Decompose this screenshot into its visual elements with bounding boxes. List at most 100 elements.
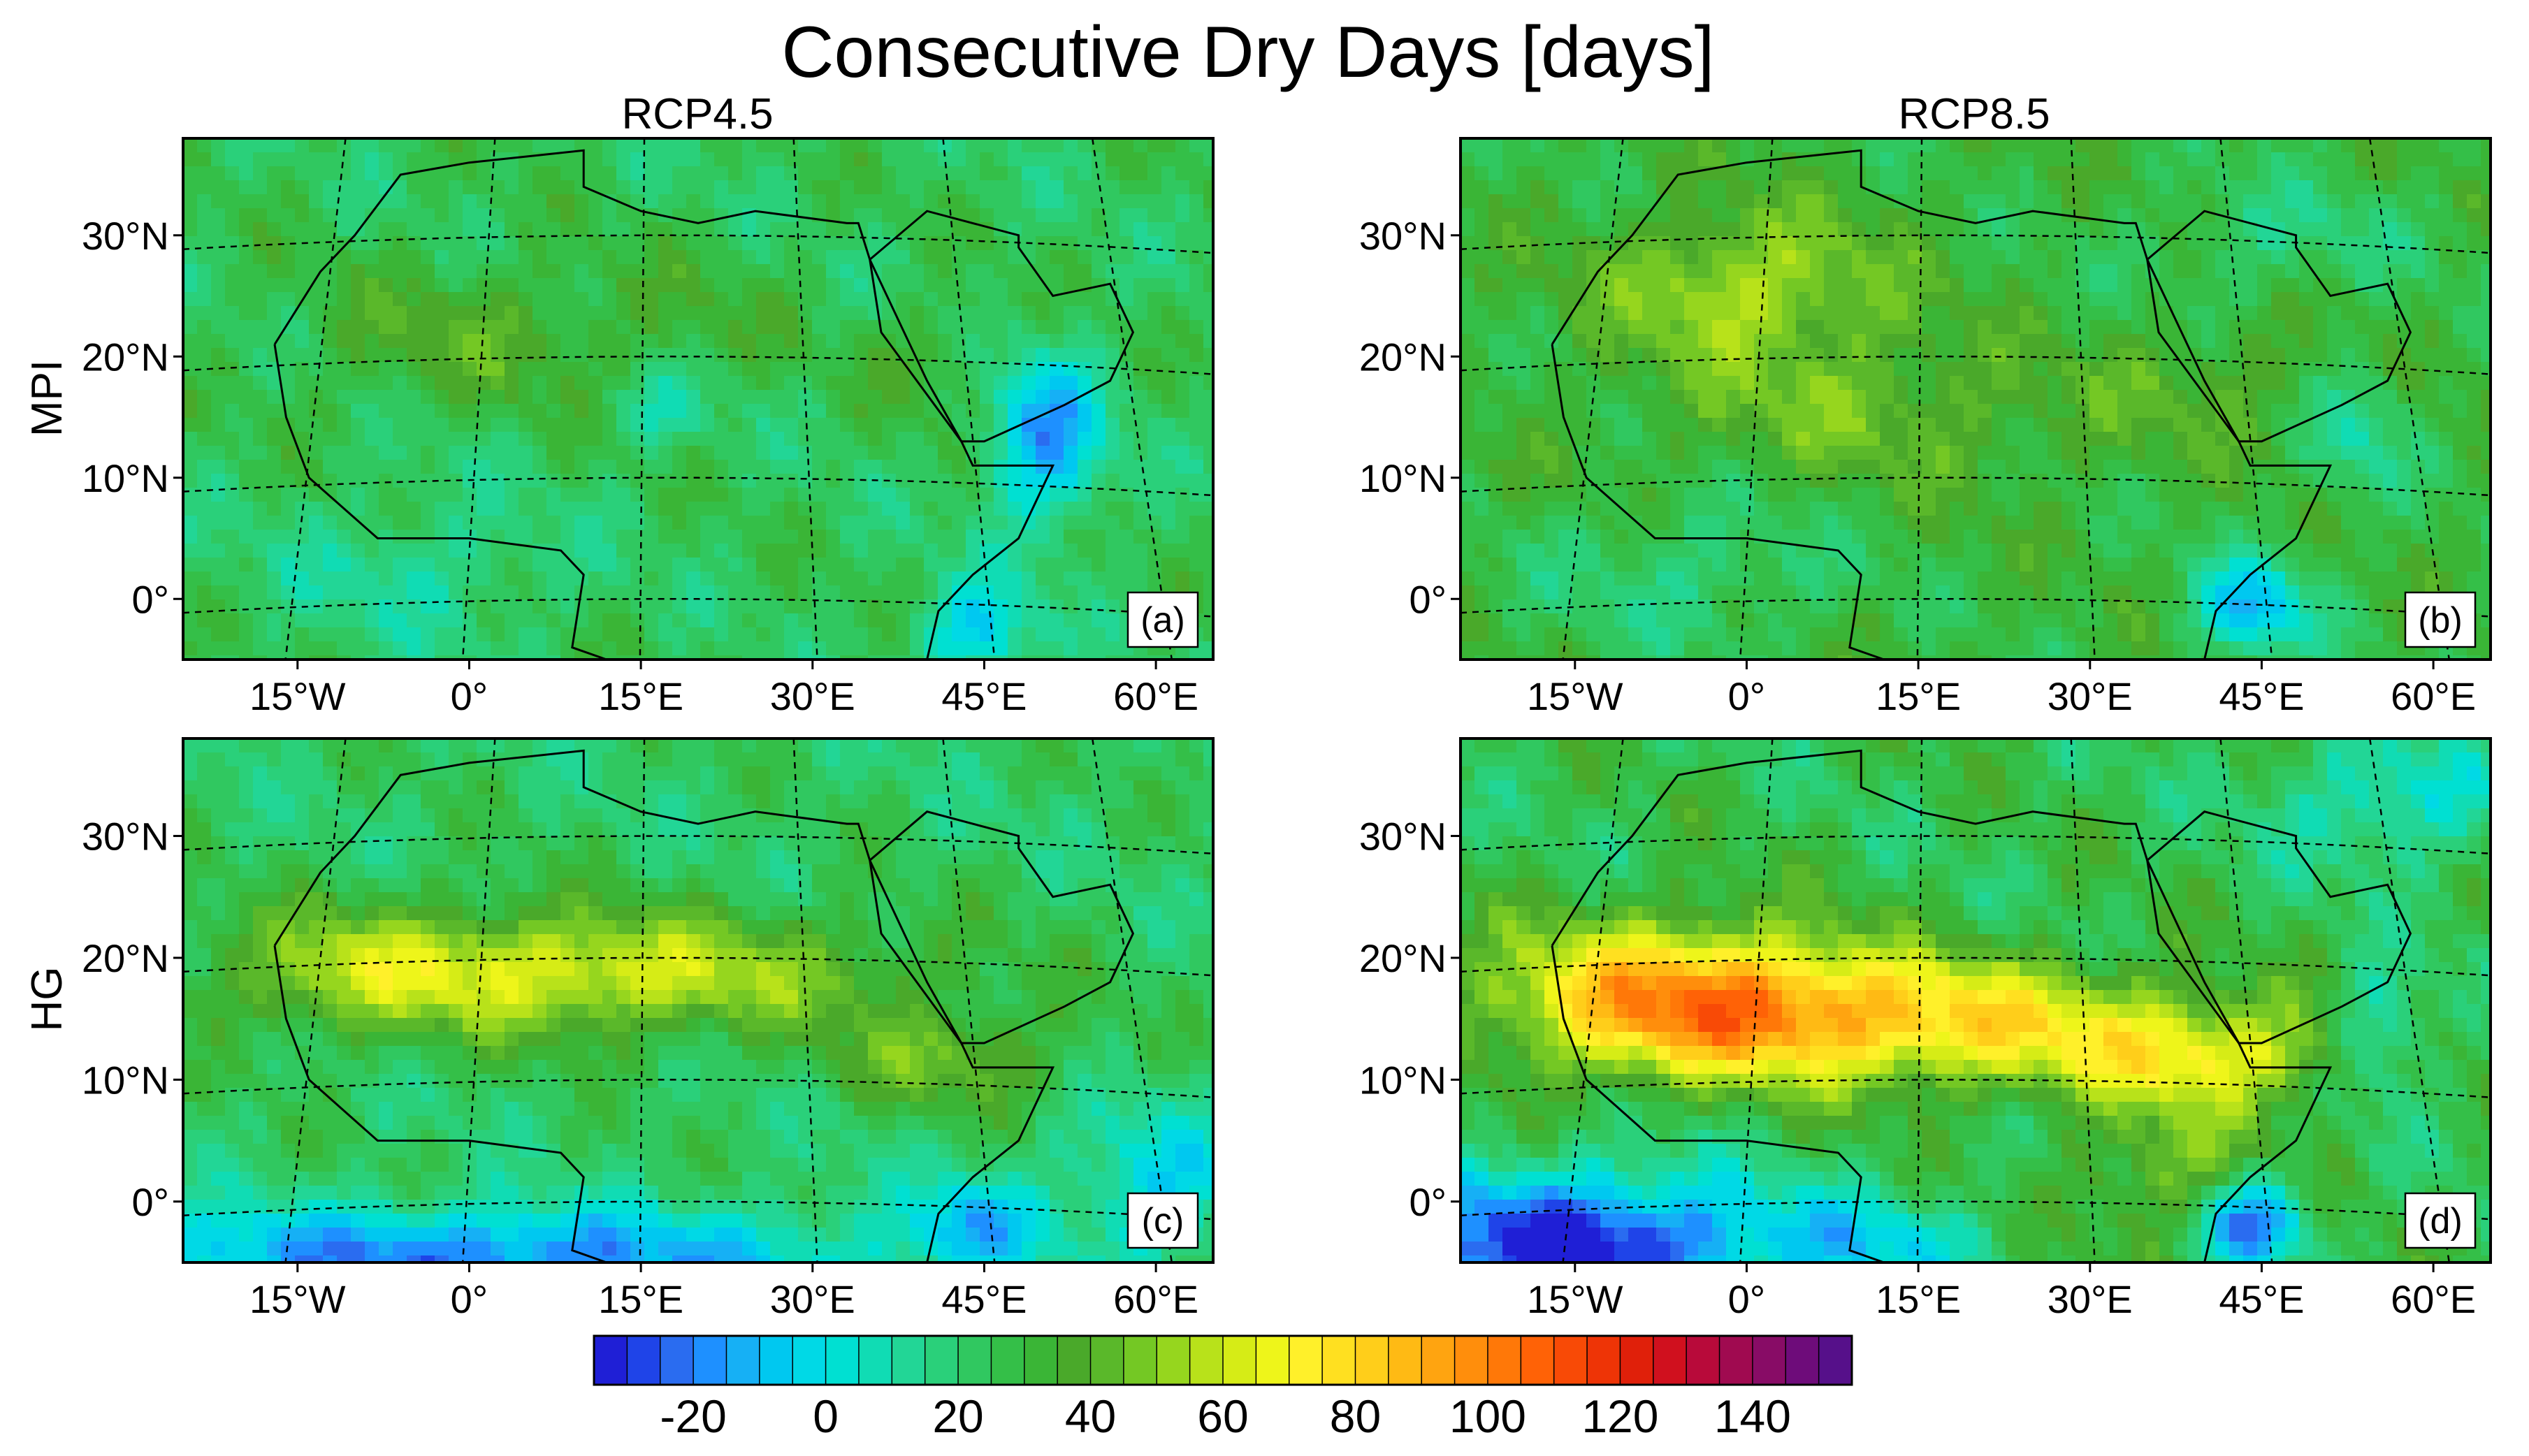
field-cell bbox=[1461, 208, 1475, 223]
field-cell bbox=[1880, 306, 1894, 321]
field-cell bbox=[2467, 194, 2481, 209]
field-cell bbox=[2327, 530, 2342, 544]
field-cell bbox=[630, 278, 645, 293]
field-cell bbox=[2481, 152, 2491, 167]
field-cell bbox=[2201, 432, 2216, 446]
field-cell bbox=[1600, 208, 1615, 223]
field-cell bbox=[854, 613, 869, 628]
field-cell bbox=[2201, 250, 2216, 265]
field-cell bbox=[2369, 390, 2384, 405]
field-cell bbox=[225, 641, 240, 656]
field-cell bbox=[1203, 250, 1213, 265]
field-cell bbox=[658, 194, 673, 209]
field-cell bbox=[644, 194, 659, 209]
field-cell bbox=[2453, 390, 2468, 405]
field-cell bbox=[770, 348, 785, 363]
field-cell bbox=[1474, 194, 1489, 209]
field-cell bbox=[1992, 152, 2006, 167]
field-cell bbox=[1712, 180, 1727, 195]
field-cell bbox=[980, 376, 994, 391]
field-cell bbox=[1516, 390, 1531, 405]
field-cell bbox=[2383, 166, 2398, 181]
field-cell bbox=[1050, 390, 1064, 405]
field-cell bbox=[630, 348, 645, 363]
field-cell bbox=[1119, 208, 1134, 223]
field-cell bbox=[924, 599, 939, 614]
field-cell bbox=[1119, 655, 1134, 660]
field-cell bbox=[756, 138, 771, 153]
field-cell bbox=[2453, 264, 2468, 279]
field-cell bbox=[1796, 530, 1811, 544]
field-cell bbox=[337, 362, 352, 377]
field-cell bbox=[2117, 418, 2132, 432]
field-cell bbox=[477, 446, 491, 460]
field-cell bbox=[1064, 474, 1078, 488]
field-cell bbox=[2187, 488, 2202, 502]
field-cell bbox=[435, 250, 449, 265]
field-cell bbox=[1838, 320, 1853, 335]
field-cell bbox=[770, 390, 785, 405]
field-cell bbox=[1092, 585, 1106, 600]
field-cell bbox=[924, 194, 939, 209]
field-cell bbox=[1050, 138, 1064, 153]
field-cell bbox=[2061, 418, 2076, 432]
field-cell bbox=[365, 627, 379, 642]
field-cell bbox=[491, 208, 505, 223]
field-cell bbox=[2201, 460, 2216, 474]
field-cell bbox=[365, 641, 379, 656]
field-cell bbox=[2271, 138, 2286, 153]
field-cell bbox=[840, 599, 855, 614]
field-cell bbox=[2048, 278, 2062, 293]
field-cell bbox=[1147, 152, 1162, 167]
field-cell bbox=[267, 488, 282, 502]
field-cell bbox=[1022, 138, 1036, 153]
field-cell bbox=[1050, 599, 1064, 614]
field-cell bbox=[2397, 488, 2412, 502]
field-cell bbox=[798, 362, 813, 377]
field-cell bbox=[1656, 502, 1671, 516]
field-cell bbox=[1488, 474, 1503, 488]
field-cell bbox=[546, 264, 561, 279]
field-cell bbox=[2131, 138, 2146, 153]
field-cell bbox=[463, 502, 477, 516]
field-cell bbox=[602, 432, 617, 446]
field-cell bbox=[281, 250, 296, 265]
field-cell bbox=[1754, 250, 1769, 265]
field-cell bbox=[2257, 306, 2272, 321]
field-cell bbox=[812, 138, 827, 153]
field-cell bbox=[1008, 488, 1022, 502]
field-cell bbox=[2355, 488, 2370, 502]
field-cell bbox=[1022, 292, 1036, 307]
field-cell bbox=[868, 627, 883, 642]
field-cell bbox=[365, 474, 379, 488]
field-cell bbox=[1754, 222, 1769, 237]
field-cell bbox=[2103, 390, 2118, 405]
field-cell bbox=[435, 530, 449, 544]
field-cell bbox=[435, 404, 449, 418]
field-cell bbox=[2411, 446, 2426, 460]
field-cell bbox=[2467, 334, 2481, 349]
field-cell bbox=[994, 446, 1008, 460]
field-cell bbox=[2271, 488, 2286, 502]
field-cell bbox=[2089, 334, 2104, 349]
field-cell bbox=[966, 138, 980, 153]
field-cell bbox=[1022, 488, 1036, 502]
field-cell bbox=[742, 641, 757, 656]
field-cell bbox=[1656, 488, 1671, 502]
field-cell bbox=[2257, 250, 2272, 265]
field-cell bbox=[281, 488, 296, 502]
field-cell bbox=[491, 348, 505, 363]
field-cell bbox=[952, 446, 966, 460]
field-cell bbox=[588, 432, 603, 446]
field-cell bbox=[337, 627, 352, 642]
field-cell bbox=[1078, 558, 1092, 572]
field-cell bbox=[882, 390, 897, 405]
field-cell bbox=[1950, 516, 1964, 530]
field-cell bbox=[1161, 488, 1176, 502]
field-cell bbox=[407, 446, 421, 460]
field-cell bbox=[2173, 180, 2188, 195]
field-cell bbox=[2215, 516, 2230, 530]
field-cell bbox=[2327, 376, 2342, 391]
field-cell bbox=[2215, 488, 2230, 502]
field-cell bbox=[2229, 152, 2244, 167]
